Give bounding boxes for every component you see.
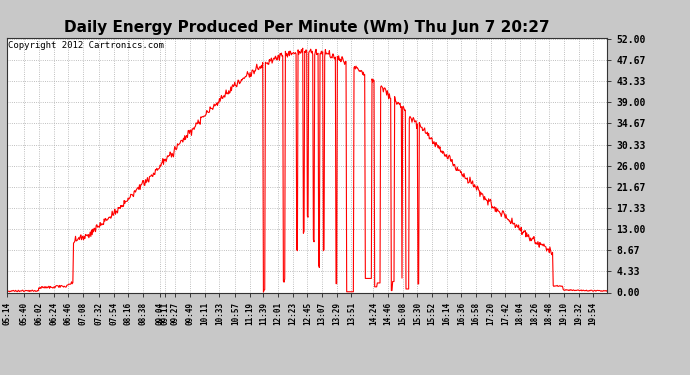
Text: Copyright 2012 Cartronics.com: Copyright 2012 Cartronics.com [8, 41, 164, 50]
Title: Daily Energy Produced Per Minute (Wm) Thu Jun 7 20:27: Daily Energy Produced Per Minute (Wm) Th… [64, 20, 550, 35]
